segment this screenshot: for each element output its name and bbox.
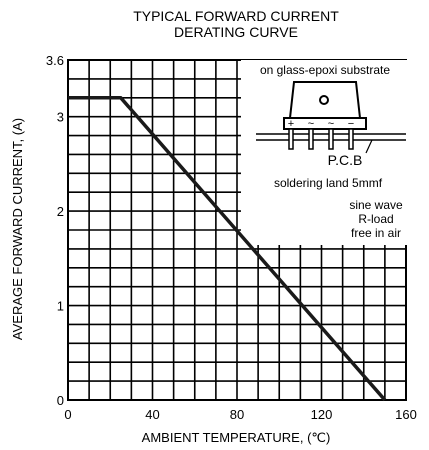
terminal-plus: +: [288, 118, 294, 130]
substrate-note: on glass-epoxi substrate: [260, 63, 390, 77]
series-group: [68, 96, 387, 402]
chart-title-line1: TYPICAL FORWARD CURRENT: [133, 8, 339, 24]
terminal-ac-2: ~: [328, 118, 334, 130]
soldering-note: soldering land 5mmf: [274, 176, 383, 190]
bridge-package-icon: [256, 81, 406, 154]
chart-title-line2: DERATING CURVE: [174, 24, 298, 40]
condition-sine-wave: sine wave: [349, 198, 403, 212]
terminal-ac-1: ~: [308, 118, 314, 130]
y-tick-labels: 0 1 2 3 3.6: [46, 53, 64, 408]
y-tick-label: 3: [57, 110, 64, 125]
pcb-label: P.C.B: [328, 152, 363, 168]
series-line-0: [68, 96, 387, 402]
y-axis-label: AVERAGE FORWARD CURRENT, (A): [10, 118, 25, 340]
y-tick-label: 0: [57, 393, 64, 408]
y-tick-label: 3.6: [46, 53, 64, 68]
annotation-box: on glass-epoxi substrate + ~ ~ − P.C.B s…: [241, 60, 409, 245]
terminal-minus: −: [348, 118, 354, 130]
condition-free-in-air: free in air: [351, 226, 401, 240]
x-tick-label: 80: [230, 407, 244, 422]
y-tick-label: 2: [57, 204, 64, 219]
x-tick-label: 40: [145, 407, 159, 422]
x-axis-label: AMBIENT TEMPERATURE, (℃): [142, 430, 331, 445]
x-tick-label: 160: [395, 407, 417, 422]
x-tick-label: 0: [64, 407, 71, 422]
condition-r-load: R-load: [358, 212, 393, 226]
x-tick-label: 120: [311, 407, 333, 422]
y-tick-label: 1: [57, 299, 64, 314]
x-tick-labels: 0 40 80 120 160: [64, 407, 416, 422]
